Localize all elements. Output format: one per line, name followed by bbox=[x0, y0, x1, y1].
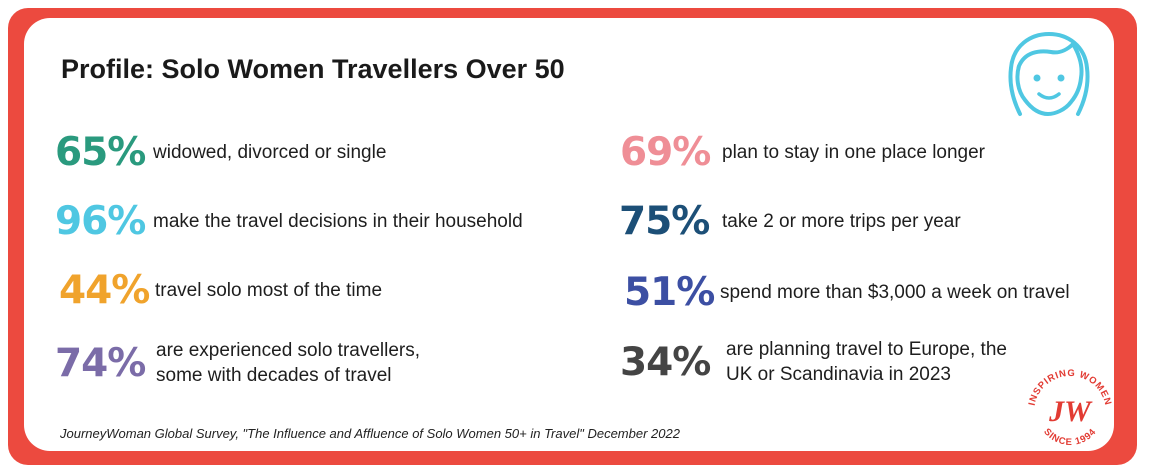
stat-percent: 69% bbox=[620, 130, 711, 175]
stat-description: take 2 or more trips per year bbox=[722, 211, 961, 232]
stat-widowed: 65% widowed, divorced or single bbox=[55, 130, 386, 175]
source-citation: JourneyWoman Global Survey, "The Influen… bbox=[60, 426, 680, 441]
stat-description: are experienced solo travellers, some wi… bbox=[156, 340, 421, 386]
stat-description: travel solo most of the time bbox=[155, 280, 383, 301]
stat-percent: 51% bbox=[624, 270, 715, 315]
stat-percent: 65% bbox=[55, 130, 146, 175]
content-card bbox=[24, 18, 1114, 451]
stat-description: widowed, divorced or single bbox=[153, 142, 387, 163]
stat-experienced: 74% are experienced solo travellers, som… bbox=[55, 338, 420, 388]
stat-stay-longer: 69% plan to stay in one place longer bbox=[620, 130, 985, 175]
stat-percent: 96% bbox=[55, 199, 146, 244]
journeywoman-logo: INSPIRING WOMEN JW SINCE 1994 bbox=[1027, 368, 1113, 448]
svg-text:SINCE 1994: SINCE 1994 bbox=[1041, 426, 1098, 448]
stat-percent: 74% bbox=[55, 340, 146, 386]
stat-spend: 51% spend more than $3,000 a week on tra… bbox=[624, 270, 1070, 315]
stat-description: spend more than $3,000 a week on travel bbox=[720, 282, 1070, 303]
smiling-woman-face-icon bbox=[1008, 31, 1090, 116]
stat-travel-solo: 44% travel solo most of the time bbox=[59, 268, 382, 313]
stat-description: make the travel decisions in their house… bbox=[153, 211, 523, 232]
svg-text:JW: JW bbox=[1048, 395, 1093, 428]
stat-description: plan to stay in one place longer bbox=[722, 142, 986, 163]
stat-europe: 34% are planning travel to Europe, the U… bbox=[620, 337, 1007, 387]
stat-description: are planning travel to Europe, the UK or… bbox=[726, 339, 1007, 385]
stat-trips-per-year: 75% take 2 or more trips per year bbox=[619, 199, 961, 244]
page-title: Profile: Solo Women Travellers Over 50 bbox=[61, 54, 565, 84]
stat-percent: 44% bbox=[59, 268, 150, 313]
stat-percent: 75% bbox=[619, 199, 710, 244]
stat-decisions: 96% make the travel decisions in their h… bbox=[55, 199, 523, 244]
stat-percent: 34% bbox=[620, 339, 711, 385]
